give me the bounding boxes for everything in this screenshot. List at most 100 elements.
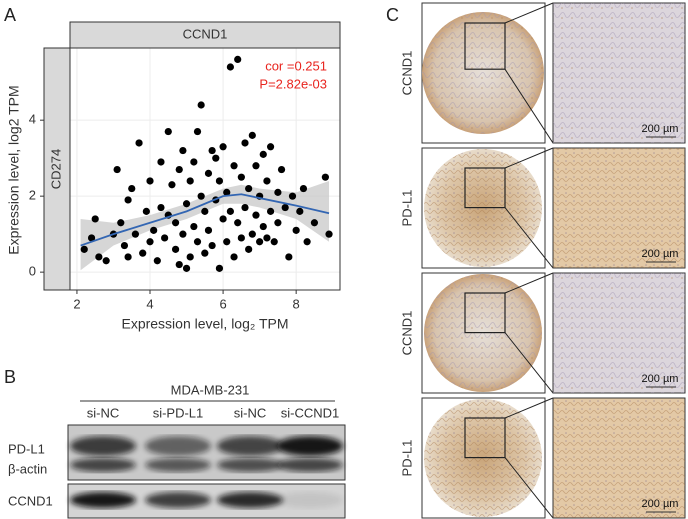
point xyxy=(168,181,176,189)
point xyxy=(128,184,136,193)
facet-strip-top xyxy=(69,21,341,49)
point xyxy=(226,63,234,71)
point xyxy=(212,154,220,162)
facet-label: CCND1 xyxy=(183,26,228,41)
zoom-line xyxy=(504,332,554,394)
point xyxy=(171,245,180,253)
point xyxy=(186,177,194,185)
zoom-line xyxy=(504,457,554,519)
point xyxy=(179,146,187,155)
point xyxy=(259,150,267,158)
point xyxy=(277,165,286,174)
blot-band xyxy=(277,458,343,472)
panel-label: B xyxy=(4,367,16,387)
point xyxy=(230,253,238,261)
point xyxy=(146,177,154,185)
annotation: cor =0.251 xyxy=(265,58,327,73)
point xyxy=(146,238,154,246)
point xyxy=(219,215,227,223)
scale-label: 200 µm xyxy=(642,123,679,135)
point xyxy=(201,207,209,215)
y-tick-label: 4 xyxy=(29,112,36,127)
blot-band xyxy=(145,492,211,508)
point xyxy=(87,234,96,242)
x-tick-label: 2 xyxy=(73,296,80,311)
point xyxy=(237,234,245,242)
point xyxy=(124,196,132,204)
point xyxy=(161,234,169,242)
scale-label: 200 µm xyxy=(642,498,679,510)
point xyxy=(139,249,147,257)
point xyxy=(266,143,275,151)
point xyxy=(80,245,88,253)
point xyxy=(197,192,205,200)
point xyxy=(124,253,132,261)
panel-c: C 200 µm CCND1 200 µm PD-L1 200 µm CCND1 200 µm… xyxy=(386,2,686,519)
point xyxy=(288,192,297,200)
point xyxy=(95,253,103,261)
point xyxy=(219,143,227,151)
ihc-row-label: CCND1 xyxy=(399,51,414,96)
zoom-line xyxy=(504,147,554,169)
lane-label: si-PD-L1 xyxy=(153,405,204,420)
facet-strip-side xyxy=(43,47,71,291)
ihc-zoom-texture xyxy=(553,273,685,393)
scale-label: 200 µm xyxy=(642,248,679,260)
point xyxy=(182,264,191,272)
blot-band xyxy=(277,436,343,456)
ihc-zoom-texture xyxy=(553,3,685,143)
point xyxy=(248,131,256,139)
point xyxy=(120,241,129,250)
y-tick-label: 0 xyxy=(29,264,36,279)
x-tick-label: 8 xyxy=(293,296,300,311)
point xyxy=(292,226,300,234)
annotation: P=2.82e-03 xyxy=(259,76,327,91)
point xyxy=(245,245,253,253)
zoom-box xyxy=(464,167,506,209)
plot-border xyxy=(69,47,341,291)
point xyxy=(274,219,282,227)
point xyxy=(274,188,282,196)
ihc-row-label: CCND1 xyxy=(399,311,414,356)
point xyxy=(153,257,161,265)
point xyxy=(263,234,271,242)
point xyxy=(285,253,293,261)
lane-label: si-CCND1 xyxy=(281,405,340,420)
confidence-band xyxy=(80,180,330,271)
ihc-zoom-texture xyxy=(553,398,685,518)
x-tick-label: 6 xyxy=(219,296,226,311)
point xyxy=(299,184,308,193)
point xyxy=(241,203,249,212)
point xyxy=(208,146,216,155)
point xyxy=(142,207,150,215)
scale-label: 200 µm xyxy=(642,373,679,385)
point xyxy=(150,226,158,234)
x-axis-label: Expression level, log₂ TPM xyxy=(121,316,288,332)
blot-band xyxy=(145,436,211,456)
point xyxy=(223,188,231,196)
point xyxy=(215,264,224,272)
blot-title: MDA-MB-231 xyxy=(171,382,250,397)
blot-band xyxy=(70,492,136,508)
point xyxy=(296,207,304,215)
ihc-row-label: PD-L1 xyxy=(399,440,414,477)
point xyxy=(113,165,121,174)
blot-band xyxy=(217,492,283,508)
point xyxy=(223,238,231,246)
lane-label: si-NC xyxy=(234,405,267,420)
point xyxy=(197,101,205,109)
point xyxy=(234,55,242,63)
x-tick-label: 4 xyxy=(146,296,153,311)
y-tick-label: 2 xyxy=(29,188,36,203)
point xyxy=(175,165,183,174)
point xyxy=(135,139,143,147)
point xyxy=(325,230,333,238)
blot-band xyxy=(277,492,343,508)
point xyxy=(182,200,191,208)
point xyxy=(252,211,260,219)
point xyxy=(266,207,275,215)
point xyxy=(321,173,329,181)
blot-band xyxy=(217,458,283,472)
point xyxy=(190,158,198,166)
